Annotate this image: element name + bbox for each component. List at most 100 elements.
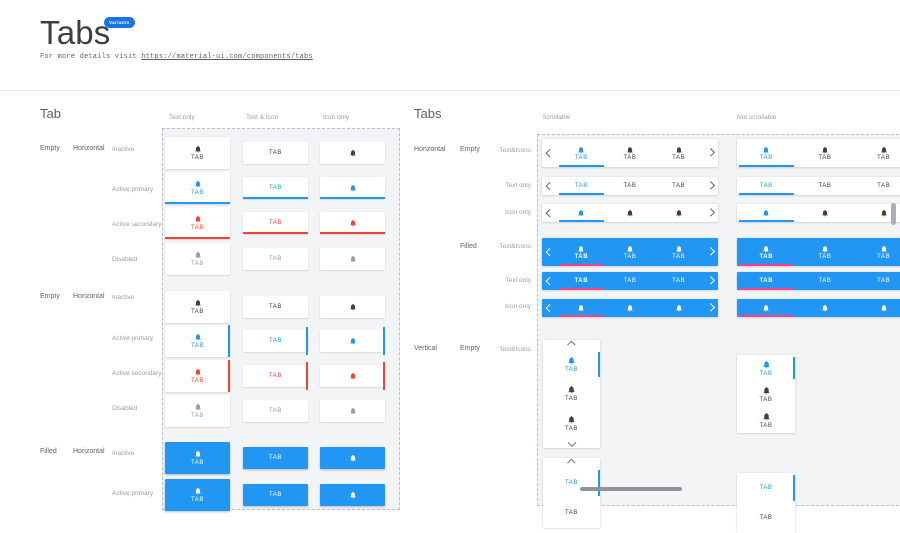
tab[interactable]: TAB bbox=[654, 272, 703, 290]
chevron-left-icon[interactable] bbox=[542, 272, 557, 290]
tab-cell[interactable]: TAB bbox=[243, 296, 308, 318]
chevron-right-icon[interactable] bbox=[703, 272, 718, 290]
tab-cell[interactable] bbox=[320, 327, 385, 355]
tab-cell[interactable]: TAB bbox=[165, 395, 230, 427]
tab-cell[interactable]: TAB bbox=[165, 442, 230, 474]
tab-cell[interactable] bbox=[320, 212, 385, 234]
tab[interactable] bbox=[796, 204, 855, 222]
tab[interactable]: TAB bbox=[796, 238, 855, 266]
tab-cell[interactable]: TAB bbox=[165, 291, 230, 323]
tab-label: TAB bbox=[877, 183, 891, 189]
chevron-up-icon[interactable] bbox=[543, 458, 600, 468]
tab[interactable]: TAB bbox=[606, 177, 655, 195]
tab[interactable]: TAB bbox=[854, 139, 900, 167]
tab[interactable] bbox=[854, 299, 900, 317]
tab[interactable]: TAB bbox=[557, 238, 606, 266]
chevron-right-icon[interactable] bbox=[703, 204, 718, 222]
tab[interactable] bbox=[557, 299, 606, 317]
tab[interactable]: TAB bbox=[737, 381, 795, 407]
tab[interactable]: TAB bbox=[737, 473, 795, 503]
tab-cell[interactable]: TAB bbox=[243, 212, 308, 234]
chevron-left-icon[interactable] bbox=[542, 204, 557, 222]
bell-icon bbox=[349, 491, 357, 499]
tab[interactable] bbox=[654, 299, 703, 317]
tab[interactable]: TAB bbox=[606, 238, 655, 266]
tab[interactable]: TAB bbox=[654, 139, 703, 167]
tab-cell[interactable]: TAB bbox=[165, 243, 230, 275]
tab-cell[interactable] bbox=[320, 248, 385, 270]
docs-link[interactable]: https://material-ui.com/components/tabs bbox=[141, 53, 313, 61]
tab[interactable]: TAB bbox=[737, 503, 795, 533]
tab[interactable]: TAB bbox=[557, 177, 606, 195]
tab-cell[interactable]: TAB bbox=[243, 447, 308, 469]
tab[interactable]: TAB bbox=[737, 355, 795, 381]
tab[interactable]: TAB bbox=[737, 407, 795, 433]
active-indicator bbox=[320, 197, 385, 199]
tab-cell[interactable]: TAB bbox=[243, 484, 308, 506]
tab-cell[interactable]: TAB bbox=[165, 137, 230, 169]
tab-cell[interactable]: TAB bbox=[243, 327, 308, 355]
tab-cell[interactable]: TAB bbox=[165, 325, 230, 357]
tab-cell[interactable]: TAB bbox=[165, 479, 230, 511]
tab-cell[interactable] bbox=[320, 296, 385, 318]
chevron-up-icon[interactable] bbox=[543, 340, 600, 350]
tab[interactable]: TAB bbox=[557, 139, 606, 167]
tab[interactable]: TAB bbox=[854, 272, 900, 290]
tab[interactable]: TAB bbox=[543, 350, 600, 379]
tab[interactable]: TAB bbox=[737, 139, 796, 167]
tab[interactable]: TAB bbox=[796, 139, 855, 167]
tab-cell[interactable] bbox=[320, 362, 385, 390]
tab[interactable] bbox=[737, 299, 796, 317]
chevron-right-icon[interactable] bbox=[703, 238, 718, 266]
tab-cell[interactable]: TAB bbox=[243, 142, 308, 164]
tab[interactable]: TAB bbox=[654, 177, 703, 195]
tab[interactable]: TAB bbox=[543, 468, 600, 498]
tab[interactable]: TAB bbox=[737, 177, 796, 195]
chevron-right-icon[interactable] bbox=[703, 139, 718, 167]
tab[interactable] bbox=[557, 204, 606, 222]
tab-cell[interactable]: TAB bbox=[165, 360, 230, 392]
tab[interactable] bbox=[796, 299, 855, 317]
tab[interactable] bbox=[606, 299, 655, 317]
bell-icon bbox=[194, 251, 202, 259]
chevron-left-icon[interactable] bbox=[542, 139, 557, 167]
tab-cell[interactable]: TAB bbox=[243, 362, 308, 390]
vertical-scrollbar[interactable] bbox=[891, 203, 896, 225]
tab-cell[interactable]: TAB bbox=[243, 248, 308, 270]
tab-cell[interactable] bbox=[320, 142, 385, 164]
tab[interactable]: TAB bbox=[737, 238, 796, 266]
chevron-left-icon[interactable] bbox=[542, 299, 557, 317]
tab[interactable]: TAB bbox=[543, 409, 600, 438]
tab-cell[interactable]: TAB bbox=[243, 177, 308, 199]
tab-cell[interactable]: TAB bbox=[165, 207, 230, 239]
tab[interactable] bbox=[737, 204, 796, 222]
chevron-down-icon[interactable] bbox=[543, 438, 600, 448]
tab[interactable]: TAB bbox=[796, 272, 855, 290]
tab-cell[interactable]: TAB bbox=[165, 172, 230, 204]
tab[interactable]: TAB bbox=[737, 272, 796, 290]
tab[interactable]: TAB bbox=[543, 379, 600, 408]
tab-cell[interactable] bbox=[320, 177, 385, 199]
tab[interactable] bbox=[654, 204, 703, 222]
tab-cell[interactable]: TAB bbox=[243, 400, 308, 422]
tab[interactable] bbox=[854, 204, 900, 222]
tab-cell[interactable] bbox=[320, 447, 385, 469]
chevron-right-icon[interactable] bbox=[703, 299, 718, 317]
tab[interactable]: TAB bbox=[543, 498, 600, 528]
tab-label: TAB bbox=[818, 154, 832, 161]
chevron-left-icon[interactable] bbox=[542, 177, 557, 195]
tab[interactable]: TAB bbox=[557, 272, 606, 290]
tab-cell[interactable] bbox=[320, 484, 385, 506]
tab-cell[interactable] bbox=[320, 400, 385, 422]
chevron-left-icon[interactable] bbox=[542, 238, 557, 266]
horizontal-scrollbar[interactable] bbox=[580, 487, 682, 491]
tab[interactable]: TAB bbox=[854, 177, 900, 195]
col-label-not-scrollable: Not scrollable bbox=[737, 114, 777, 121]
tab[interactable]: TAB bbox=[606, 139, 655, 167]
tab[interactable]: TAB bbox=[796, 177, 855, 195]
tab[interactable] bbox=[606, 204, 655, 222]
chevron-right-icon[interactable] bbox=[703, 177, 718, 195]
tab[interactable]: TAB bbox=[854, 238, 900, 266]
tab[interactable]: TAB bbox=[654, 238, 703, 266]
tab[interactable]: TAB bbox=[606, 272, 655, 290]
